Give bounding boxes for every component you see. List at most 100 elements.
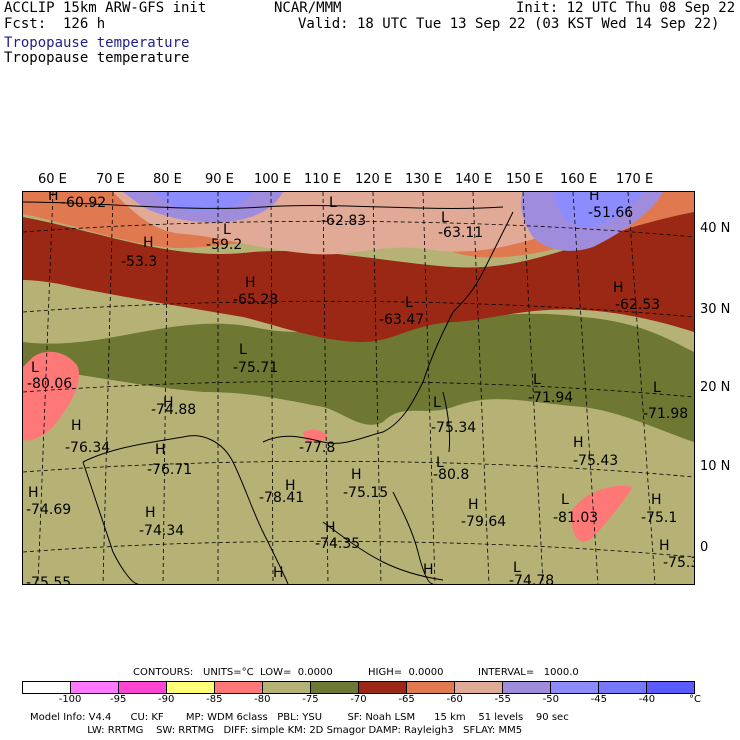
marker: H: [468, 497, 479, 513]
temperature-values: -60.92 -62.83 -63.11 -51.66 -59.2 -53.3 …: [26, 195, 694, 584]
temp-value: -74.69: [26, 502, 71, 518]
marker: H: [48, 192, 59, 204]
lat-label: 40 N: [700, 221, 731, 236]
shade-dark-olive: [23, 313, 694, 442]
marker: L: [441, 210, 449, 226]
colorbar-segment: [503, 682, 551, 693]
temp-value: -80.06: [27, 376, 72, 392]
marker: H: [651, 492, 662, 508]
colorbar-tick-label: -90: [158, 694, 175, 705]
lat-label: 20 N: [700, 380, 731, 395]
lon-label: 80 E: [153, 172, 182, 187]
marker: L: [513, 560, 521, 576]
colorbar-segment: [599, 682, 647, 693]
marker: H: [71, 418, 82, 434]
low-label: LOW= 0.0000: [260, 667, 333, 678]
colorbar-segment: [647, 682, 694, 693]
lon-label: 60 E: [38, 172, 67, 187]
shade-blue-west: [153, 192, 253, 212]
lon-label: 110 E: [304, 172, 342, 187]
model-info-line2: LW: RRTMG SW: RRTMG DIFF: simple KM: 2D …: [30, 725, 523, 736]
temp-value: -59.2: [206, 237, 242, 253]
shade-salmon-india: [23, 351, 79, 441]
marker: H: [155, 442, 166, 458]
temp-value: -74.35: [315, 536, 360, 552]
temp-value: -71.98: [643, 406, 688, 422]
temp-value: -80.8: [433, 467, 469, 483]
marker: H: [573, 435, 584, 451]
valid-time: Valid: 18 UTC Tue 13 Sep 22 (03 KST Wed …: [298, 16, 720, 32]
colorbar-tick-label: -80: [254, 694, 271, 705]
lon-label: 70 E: [96, 172, 125, 187]
field-title-shaded: Tropopause temperature: [4, 35, 190, 51]
model-title: ACCLIP 15km ARW-GFS init: [4, 0, 207, 16]
temp-value: -76.71: [147, 462, 192, 478]
temp-value: -76.34: [65, 440, 110, 456]
marker: H: [273, 565, 284, 581]
lat-label: 30 N: [700, 302, 731, 317]
marker: H: [351, 467, 362, 483]
lon-label: 130 E: [405, 172, 443, 187]
marker: H: [163, 395, 174, 411]
lon-label: 140 E: [455, 172, 493, 187]
coastlines: [23, 201, 514, 584]
temp-value: -65.28: [233, 292, 278, 308]
colorbar-tick-label: -100: [58, 694, 82, 705]
temp-value: -63.11: [438, 225, 483, 241]
temp-value: -74.88: [151, 402, 196, 418]
contours-label: CONTOURS:: [133, 667, 194, 678]
temp-value: -74.34: [139, 523, 184, 539]
field-title-contour: Tropopause temperature: [4, 50, 190, 66]
temp-value: -74.78: [509, 573, 554, 584]
marker: H: [143, 235, 154, 251]
tropopause-temperature-field: H H H H L L L L L H L L H L L H H H H H …: [23, 192, 694, 584]
marker: L: [223, 222, 231, 238]
colorbar-segment: [263, 682, 311, 693]
colorbar-tick-label: -45: [590, 694, 608, 705]
colorbar-tick-label: -85: [206, 694, 223, 705]
temp-value: -75.43: [573, 453, 618, 469]
temp-value: -77.8: [299, 440, 335, 456]
temp-value: -75.15: [343, 485, 388, 501]
lon-label: 150 E: [506, 172, 544, 187]
marker: L: [653, 380, 661, 396]
colorbar-segment: [551, 682, 599, 693]
marker: H: [423, 562, 434, 578]
marker: L: [533, 372, 541, 388]
marker: L: [405, 295, 413, 311]
lon-label: 170 E: [616, 172, 654, 187]
temp-value: -81.03: [553, 510, 598, 526]
temp-value: -75.34: [431, 420, 476, 436]
colorbar-segment: [455, 682, 503, 693]
colorbar-segment: [23, 682, 71, 693]
marker: L: [31, 360, 39, 376]
units-label: UNITS=°C: [203, 667, 254, 678]
temp-value: -63.47: [379, 312, 424, 328]
lon-label: 120 E: [355, 172, 393, 187]
temp-value: -51.66: [588, 205, 633, 221]
colorbar-tick-label: -95: [109, 694, 127, 705]
temp-value: -78.41: [259, 490, 304, 506]
marker: H: [325, 520, 336, 536]
lon-label: 90 E: [205, 172, 234, 187]
temp-value: -75.1: [641, 510, 677, 526]
forecast-hour: Fcst: 126 h: [4, 16, 106, 32]
shade-salmon-pacific: [571, 485, 633, 542]
colorbar-tick-label: -75: [302, 694, 319, 705]
temp-value: -60.92: [61, 195, 106, 211]
colorbar-segment: [119, 682, 167, 693]
colorbar-tick-label: -70: [350, 694, 367, 705]
colorbar-segment: [359, 682, 407, 693]
shade-dark-red: [23, 207, 694, 342]
center-label: NCAR/MMM: [274, 0, 342, 16]
marker: L: [433, 395, 441, 411]
temp-value: -71.94: [528, 390, 573, 406]
marker: L: [561, 492, 569, 508]
lat-label: 0: [700, 540, 709, 555]
temp-value: -79.64: [461, 514, 506, 530]
marker: H: [613, 280, 624, 296]
temp-value: -62.83: [321, 213, 366, 229]
temp-value: -75.3: [663, 555, 694, 571]
marker: H: [245, 275, 256, 291]
marker: L: [436, 455, 444, 471]
